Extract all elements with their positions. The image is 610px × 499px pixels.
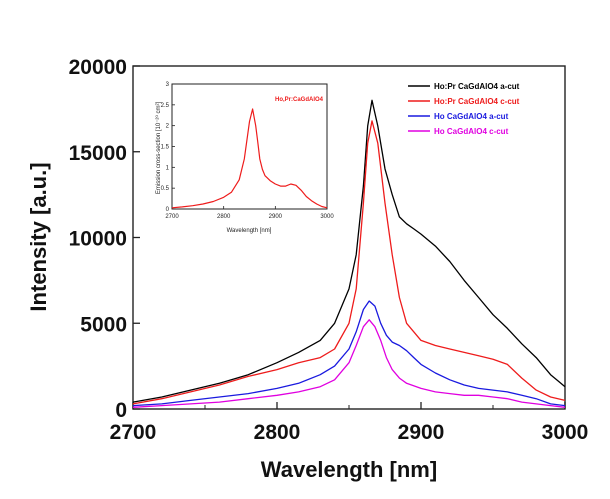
inset-series-line-0 <box>171 108 328 209</box>
series-line-2 <box>132 300 566 407</box>
main-x-tick-label: 3000 <box>542 421 589 444</box>
legend-label: Ho CaGdAlO4 a-cut <box>434 112 509 121</box>
main-y-ticks: 0 5000 10000 15000 20000 <box>69 56 140 422</box>
main-x-tick-label: 2800 <box>254 421 301 444</box>
main-x-tick-label: 2900 <box>398 421 445 444</box>
inset-y-tick-label: 1 <box>166 165 170 171</box>
legend-label: Ho:Pr CaGdAlO4 c-cut <box>434 97 520 106</box>
inset-y-tick-label: 0.5 <box>161 186 170 192</box>
inset-y-tick-label: 1.5 <box>161 145 170 151</box>
inset-x-tick-label: 2700 <box>165 214 179 220</box>
legend: Ho:Pr CaGdAlO4 a-cut Ho:Pr CaGdAlO4 c-cut… <box>408 82 520 136</box>
series-line-0 <box>132 99 566 403</box>
inset-plot-frame <box>171 83 328 210</box>
main-series-group <box>132 99 566 408</box>
inset-y-tick-label: 2.5 <box>161 103 170 109</box>
inset-y-tick-label: 2 <box>166 124 170 130</box>
legend-label: Ho:Pr CaGdAlO4 a-cut <box>434 82 520 91</box>
legend-label: Ho CaGdAlO4 c-cut <box>434 127 509 136</box>
main-y-tick-label: 15000 <box>69 142 127 165</box>
series-line-3 <box>132 319 566 408</box>
x-axis-title: Wavelength [nm] <box>261 457 437 482</box>
inset-y-axis-title: Emission cross-section [10⁻²⁰ cm²] <box>155 102 162 195</box>
inset-y-tick-label: 3 <box>166 82 170 88</box>
y-axis-title: Intensity [a.u.] <box>26 162 51 311</box>
main-y-tick-label: 20000 <box>69 56 127 79</box>
inset-x-tick-label: 2900 <box>269 214 283 220</box>
inset-x-axis-title: Wavelength [nm] <box>227 228 272 234</box>
inset-y-tick-label: 0 <box>166 207 170 213</box>
series-line-1 <box>132 120 566 405</box>
inset-legend-entry: Ho,Pr:CaGdAlO4 <box>275 97 324 103</box>
main-y-tick-label: 5000 <box>80 313 127 336</box>
main-x-tick-label: 2700 <box>110 421 157 444</box>
inset-ticks: 0 0.5 1 1.5 2 2.5 3 2700 2800 2900 3000 <box>161 82 335 220</box>
inset-x-tick-label: 2800 <box>217 214 231 220</box>
inset-x-tick-label: 3000 <box>320 214 334 220</box>
inset-series-group <box>171 108 328 209</box>
main-y-tick-label: 0 <box>115 399 127 422</box>
main-x-ticks: 2700 2800 2900 3000 <box>110 402 589 444</box>
main-y-tick-label: 10000 <box>69 228 127 251</box>
